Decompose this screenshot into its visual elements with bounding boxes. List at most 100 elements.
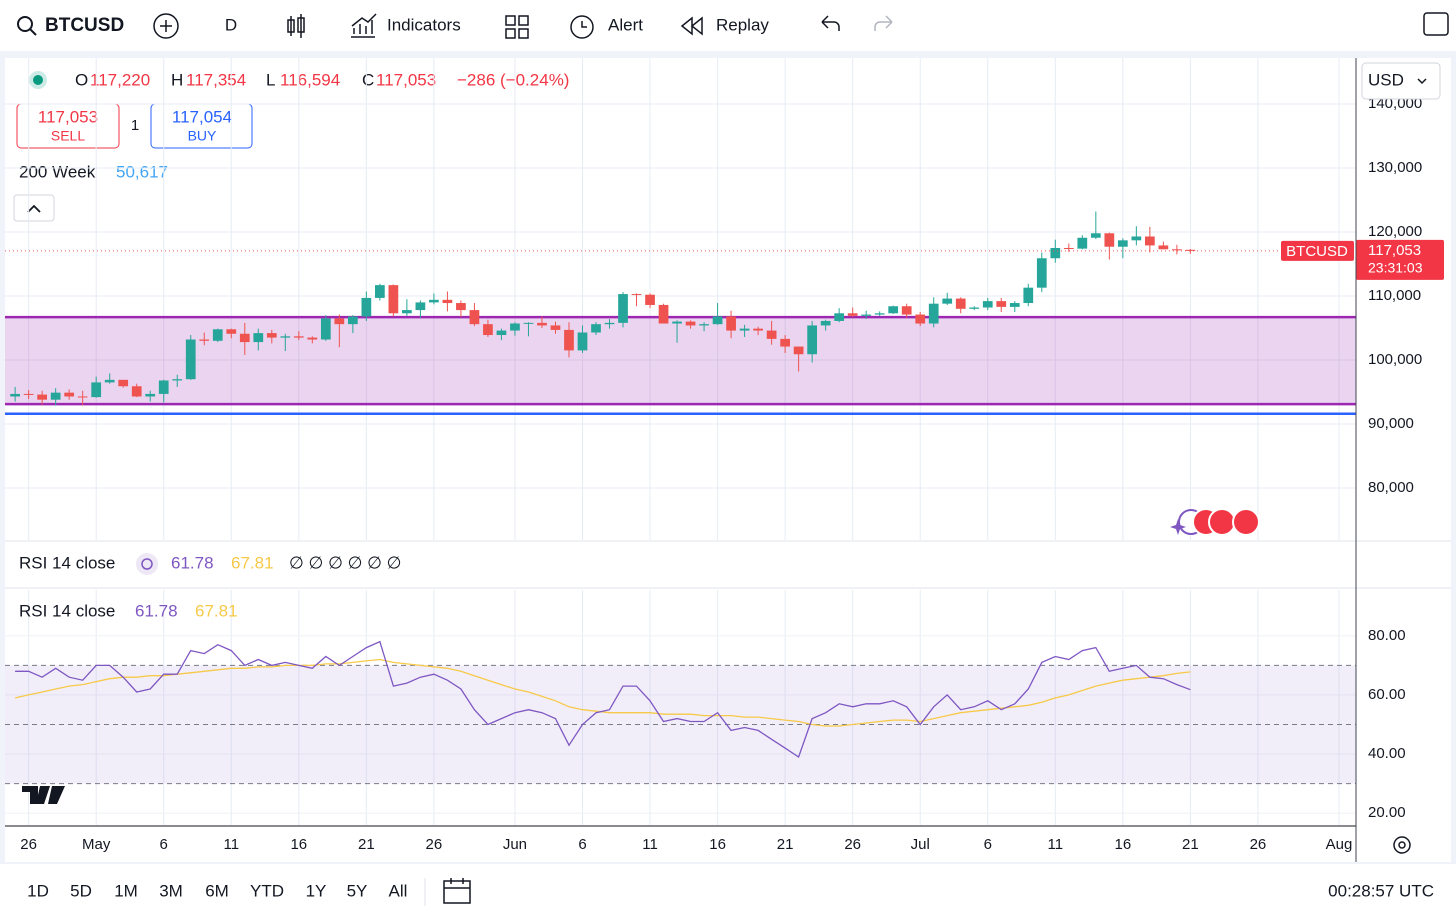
symbol-tag-text: BTCUSD xyxy=(1286,243,1348,260)
candle-body xyxy=(942,298,953,304)
rsi-empty-values: ∅ ∅ ∅ ∅ ∅ ∅ xyxy=(289,553,401,572)
goto-date[interactable] xyxy=(443,878,471,904)
candle-body xyxy=(469,310,480,325)
candle-body xyxy=(1104,233,1115,247)
event-icon[interactable] xyxy=(1232,508,1260,536)
candle-body xyxy=(334,318,345,325)
candle-body xyxy=(253,333,264,343)
candle-body xyxy=(996,301,1007,307)
event-flags xyxy=(1170,508,1260,536)
candle-body xyxy=(780,338,790,347)
settings[interactable] xyxy=(1393,836,1411,854)
candle-body xyxy=(37,394,48,400)
x-tick-label: 11 xyxy=(642,836,658,853)
candle-body xyxy=(874,313,885,315)
candle-body xyxy=(239,333,250,343)
x-tick-label: 26 xyxy=(426,836,443,853)
candle-body xyxy=(739,328,750,331)
rsi-value: 61.78 xyxy=(135,601,178,620)
range-button[interactable]: 1D xyxy=(27,881,49,900)
x-tick-label: 26 xyxy=(844,836,861,853)
alert-icon[interactable] xyxy=(570,15,594,39)
x-tick-label: 16 xyxy=(290,836,307,853)
price-tag-time: 23:31:03 xyxy=(1368,260,1423,276)
candle-body xyxy=(928,303,939,324)
candle-body xyxy=(658,304,669,324)
redo[interactable] xyxy=(874,15,893,31)
toolbar xyxy=(0,0,1456,51)
currency: USD xyxy=(1368,70,1404,89)
candle-body xyxy=(1023,287,1034,304)
collapse-button[interactable] xyxy=(13,194,55,222)
candle-body xyxy=(982,301,993,308)
currency-select[interactable] xyxy=(1361,62,1441,100)
candle-body xyxy=(672,321,682,324)
x-tick-label: 11 xyxy=(1048,836,1064,853)
candle-body xyxy=(307,337,318,340)
candle-body xyxy=(1077,237,1088,249)
candle-body xyxy=(577,332,588,351)
candle-body xyxy=(320,318,331,340)
candle-body xyxy=(361,297,372,317)
replay[interactable]: Replay xyxy=(716,15,769,34)
indicators-icon[interactable] xyxy=(351,13,377,38)
x-tick-label: 6 xyxy=(984,836,992,853)
candle-body xyxy=(901,306,912,315)
fullscreen[interactable] xyxy=(1423,12,1449,36)
x-tick-label: 16 xyxy=(709,836,726,853)
replay-icon[interactable] xyxy=(680,16,703,36)
candle-body xyxy=(969,307,980,309)
buy-price: 117,054 xyxy=(172,107,232,126)
candle-body xyxy=(1185,249,1196,251)
range-button[interactable]: 1M xyxy=(114,881,138,900)
y-tick-label: 110,000 xyxy=(1368,287,1421,304)
y-tick-label: 80,000 xyxy=(1368,479,1414,496)
range-button[interactable]: 3M xyxy=(159,881,183,900)
undo[interactable] xyxy=(821,15,840,31)
legend-change: −286 (−0.24%) xyxy=(457,70,569,89)
symbol[interactable]: BTCUSD xyxy=(45,15,124,36)
candle-body xyxy=(77,396,88,398)
range-button[interactable]: 1Y xyxy=(306,881,327,900)
rsi-name: RSI 14 close xyxy=(19,553,115,572)
indicators[interactable]: Indicators xyxy=(387,15,461,34)
range-button[interactable]: YTD xyxy=(250,881,284,900)
legend-open-label: O xyxy=(75,70,88,89)
range-button[interactable]: 6M xyxy=(205,881,229,900)
rsi-source-icon[interactable] xyxy=(136,553,158,575)
settings xyxy=(1398,841,1406,849)
candle-body xyxy=(1063,248,1074,250)
candle-body xyxy=(861,314,872,316)
ma-value: 50,617 xyxy=(116,162,168,181)
search-icon[interactable] xyxy=(17,16,33,32)
candle-body xyxy=(185,339,196,380)
candle-body xyxy=(1009,303,1020,307)
candle-body xyxy=(618,294,628,323)
candle-body xyxy=(820,320,831,326)
candle-body xyxy=(699,324,709,326)
y-tick-label: 130,000 xyxy=(1368,159,1422,176)
quantity: 1 xyxy=(131,117,139,134)
interval[interactable]: D xyxy=(225,15,237,34)
legend-high-label: H xyxy=(171,70,183,89)
price-tag xyxy=(1356,239,1444,280)
candle-body xyxy=(888,306,899,314)
range-button[interactable]: 5D xyxy=(70,881,92,900)
add-symbol[interactable] xyxy=(153,13,179,39)
candle-body xyxy=(604,322,615,325)
rsi-value: 61.78 xyxy=(171,553,214,572)
candle-body xyxy=(347,316,358,325)
candle-body xyxy=(293,336,304,338)
rsi-source-icon xyxy=(141,558,153,570)
candle-body xyxy=(23,393,34,395)
candle-body xyxy=(226,329,237,334)
chart-type[interactable] xyxy=(287,14,305,38)
event-icon[interactable] xyxy=(1208,508,1236,536)
candle-body xyxy=(375,285,385,298)
range-button[interactable]: 5Y xyxy=(347,881,368,900)
layouts[interactable] xyxy=(505,15,529,39)
alert[interactable]: Alert xyxy=(608,15,643,34)
x-tick-label: 16 xyxy=(1114,836,1131,853)
range-button[interactable]: All xyxy=(389,881,408,900)
rsi-ma-value: 67.81 xyxy=(231,553,274,572)
